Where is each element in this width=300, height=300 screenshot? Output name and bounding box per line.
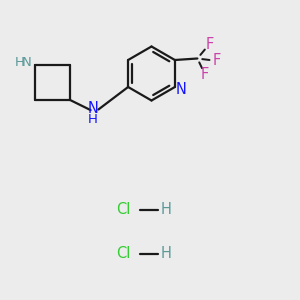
- Text: F: F: [213, 53, 221, 68]
- Text: H: H: [161, 202, 172, 217]
- Text: Cl: Cl: [116, 202, 130, 217]
- Text: F: F: [205, 37, 214, 52]
- Text: H: H: [15, 56, 24, 69]
- Text: N: N: [176, 82, 187, 98]
- Text: H: H: [88, 112, 98, 126]
- Text: Cl: Cl: [116, 246, 130, 261]
- Text: H: H: [161, 246, 172, 261]
- Text: N: N: [88, 101, 98, 116]
- Text: F: F: [201, 67, 209, 82]
- Text: N: N: [22, 56, 32, 69]
